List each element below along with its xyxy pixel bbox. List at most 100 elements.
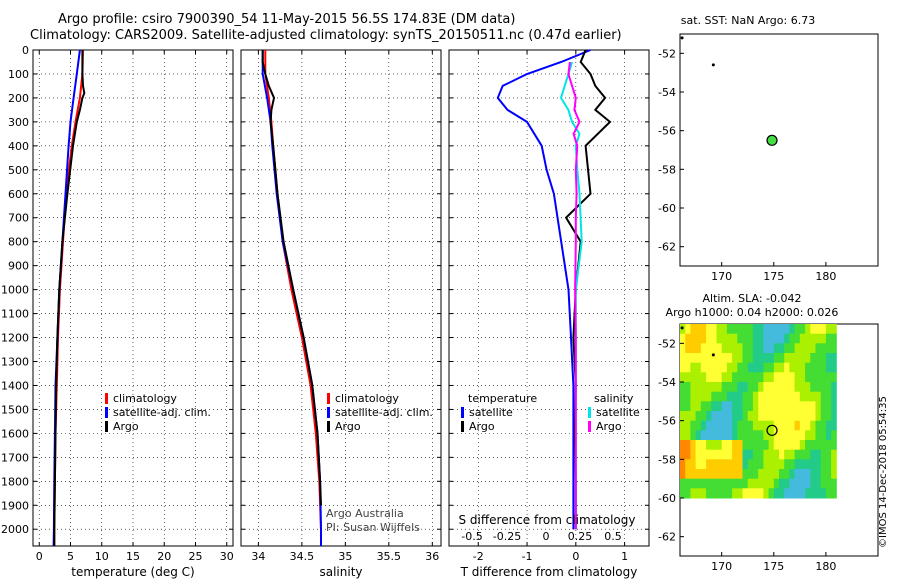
sla-heatmap-cell bbox=[706, 420, 712, 431]
x-axis-label: salinity bbox=[319, 565, 362, 579]
sla-heatmap-cell bbox=[737, 343, 743, 354]
sla-heatmap-cell bbox=[773, 430, 780, 441]
sla-heatmap-cell bbox=[716, 469, 723, 480]
sla-heatmap-cell bbox=[825, 353, 832, 364]
sla-heatmap-cell bbox=[763, 324, 770, 335]
sla-heatmap-cell bbox=[758, 382, 764, 393]
sla-heatmap-cell bbox=[726, 430, 733, 441]
sla-heatmap-cell bbox=[737, 459, 743, 470]
sla-heatmap-cell bbox=[747, 333, 754, 344]
sla-heatmap-cell bbox=[695, 440, 702, 451]
map-y-tick-label: -56 bbox=[658, 415, 676, 428]
sla-heatmap-cell bbox=[700, 391, 707, 402]
sla-heatmap-cell bbox=[773, 478, 780, 489]
sla-heatmap-cell bbox=[726, 411, 733, 422]
sla-heatmap-cell bbox=[695, 362, 702, 373]
sla-heatmap-cell bbox=[747, 449, 754, 460]
sla-heatmap-cell bbox=[794, 478, 801, 489]
sal-diff-legend-label: satellite bbox=[596, 406, 640, 419]
sla-heatmap-cell bbox=[758, 353, 764, 364]
sla-heatmap-cell bbox=[773, 353, 780, 364]
salinity-legend-swatch bbox=[327, 407, 330, 418]
sla-heatmap-cell bbox=[794, 324, 801, 335]
sla-heatmap-cell bbox=[779, 401, 785, 412]
sla-heatmap-cell bbox=[685, 324, 691, 335]
sla-heatmap-cell bbox=[732, 478, 738, 489]
sla-heatmap-cell bbox=[680, 343, 686, 354]
sla-heatmap-cell bbox=[742, 420, 749, 431]
sla-heatmap-cell bbox=[815, 391, 822, 402]
sla-heatmap-cell bbox=[784, 420, 790, 431]
sla-heatmap-cell bbox=[742, 362, 749, 373]
sla-heatmap-cell bbox=[742, 372, 749, 383]
temperature-legend-swatch bbox=[105, 393, 108, 404]
sla-heatmap-cell bbox=[737, 362, 743, 373]
sla-heatmap-cell bbox=[810, 411, 816, 422]
sla-heatmap-cell bbox=[820, 343, 827, 354]
sla-heatmap-cell bbox=[815, 411, 822, 422]
sla-heatmap-cell bbox=[789, 420, 796, 431]
sla-heatmap-cell bbox=[784, 411, 790, 422]
sla-heatmap-cell bbox=[737, 440, 743, 451]
sla-heatmap-cell bbox=[784, 430, 790, 441]
sla-heatmap-cell bbox=[747, 420, 754, 431]
secondary-tick-label: 0.25 bbox=[568, 530, 593, 543]
sla-heatmap-cell bbox=[747, 430, 754, 441]
sla-heatmap-cell bbox=[768, 401, 775, 412]
sla-heatmap-cell bbox=[763, 420, 770, 431]
sla-heatmap-cell bbox=[680, 391, 686, 402]
sla-heatmap-cell bbox=[831, 478, 837, 489]
sla-heatmap-cell bbox=[700, 382, 707, 393]
sla-heatmap-cell bbox=[799, 372, 806, 383]
sla-heatmap-cell bbox=[784, 333, 790, 344]
sla-heatmap-cell bbox=[737, 353, 743, 364]
sla-heatmap-cell bbox=[799, 488, 806, 499]
sla-heatmap-cell bbox=[752, 459, 759, 470]
salinity-legend-swatch bbox=[327, 393, 330, 404]
sla-heatmap-cell bbox=[815, 488, 822, 499]
sla-heatmap-cell bbox=[752, 324, 759, 335]
sla-heatmap-cell bbox=[805, 382, 811, 393]
sla-heatmap-cell bbox=[685, 391, 691, 402]
sla-heatmap-cell bbox=[794, 391, 801, 402]
sla-heatmap-cell bbox=[789, 343, 796, 354]
sla-heatmap-cell bbox=[768, 469, 775, 480]
sla-heatmap-cell bbox=[680, 401, 686, 412]
sla-heatmap-cell bbox=[820, 324, 827, 335]
sla-heatmap-cell bbox=[758, 333, 764, 344]
sla-heatmap-cell bbox=[706, 353, 712, 364]
sla-heatmap-cell bbox=[742, 353, 749, 364]
sla-heatmap-cell bbox=[831, 411, 837, 422]
y-tick-label: 2000 bbox=[1, 523, 29, 536]
sla-heatmap-cell bbox=[737, 420, 743, 431]
sla-heatmap-cell bbox=[805, 420, 811, 431]
sal-diff-legend-label: Argo bbox=[596, 420, 622, 433]
sla-heatmap-cell bbox=[758, 488, 764, 499]
sla-heatmap-cell bbox=[747, 382, 754, 393]
sla-heatmap-cell bbox=[706, 440, 712, 451]
sla-heatmap-cell bbox=[825, 401, 832, 412]
argo-location-marker bbox=[766, 134, 778, 146]
sla-heatmap-cell bbox=[726, 372, 733, 383]
sla-heatmap-cell bbox=[726, 469, 733, 480]
sla-heatmap-cell bbox=[779, 420, 785, 431]
sla-heatmap-cell bbox=[779, 459, 785, 470]
sla-heatmap-cell bbox=[695, 372, 702, 383]
sla-heatmap-cell bbox=[763, 353, 770, 364]
sla-heatmap-cell bbox=[768, 382, 775, 393]
sla-heatmap-cell bbox=[789, 411, 796, 422]
x-tick-label: -1 bbox=[522, 550, 533, 563]
sla-heatmap-cell bbox=[779, 449, 785, 460]
sla-heatmap-cell bbox=[799, 440, 806, 451]
sla-heatmap-cell bbox=[752, 401, 759, 412]
sla-heatmap-cell bbox=[742, 411, 749, 422]
sla-heatmap-cell bbox=[721, 459, 728, 470]
sla-heatmap-cell bbox=[825, 382, 832, 393]
sla-heatmap-cell bbox=[784, 488, 790, 499]
sla-heatmap-cell bbox=[831, 324, 837, 335]
sla-heatmap-cell bbox=[794, 459, 801, 470]
sla-heatmap-cell bbox=[685, 420, 691, 431]
sla-heatmap-cell bbox=[726, 391, 733, 402]
sla-heatmap-cell bbox=[815, 353, 822, 364]
sla-heatmap-cell bbox=[732, 343, 738, 354]
